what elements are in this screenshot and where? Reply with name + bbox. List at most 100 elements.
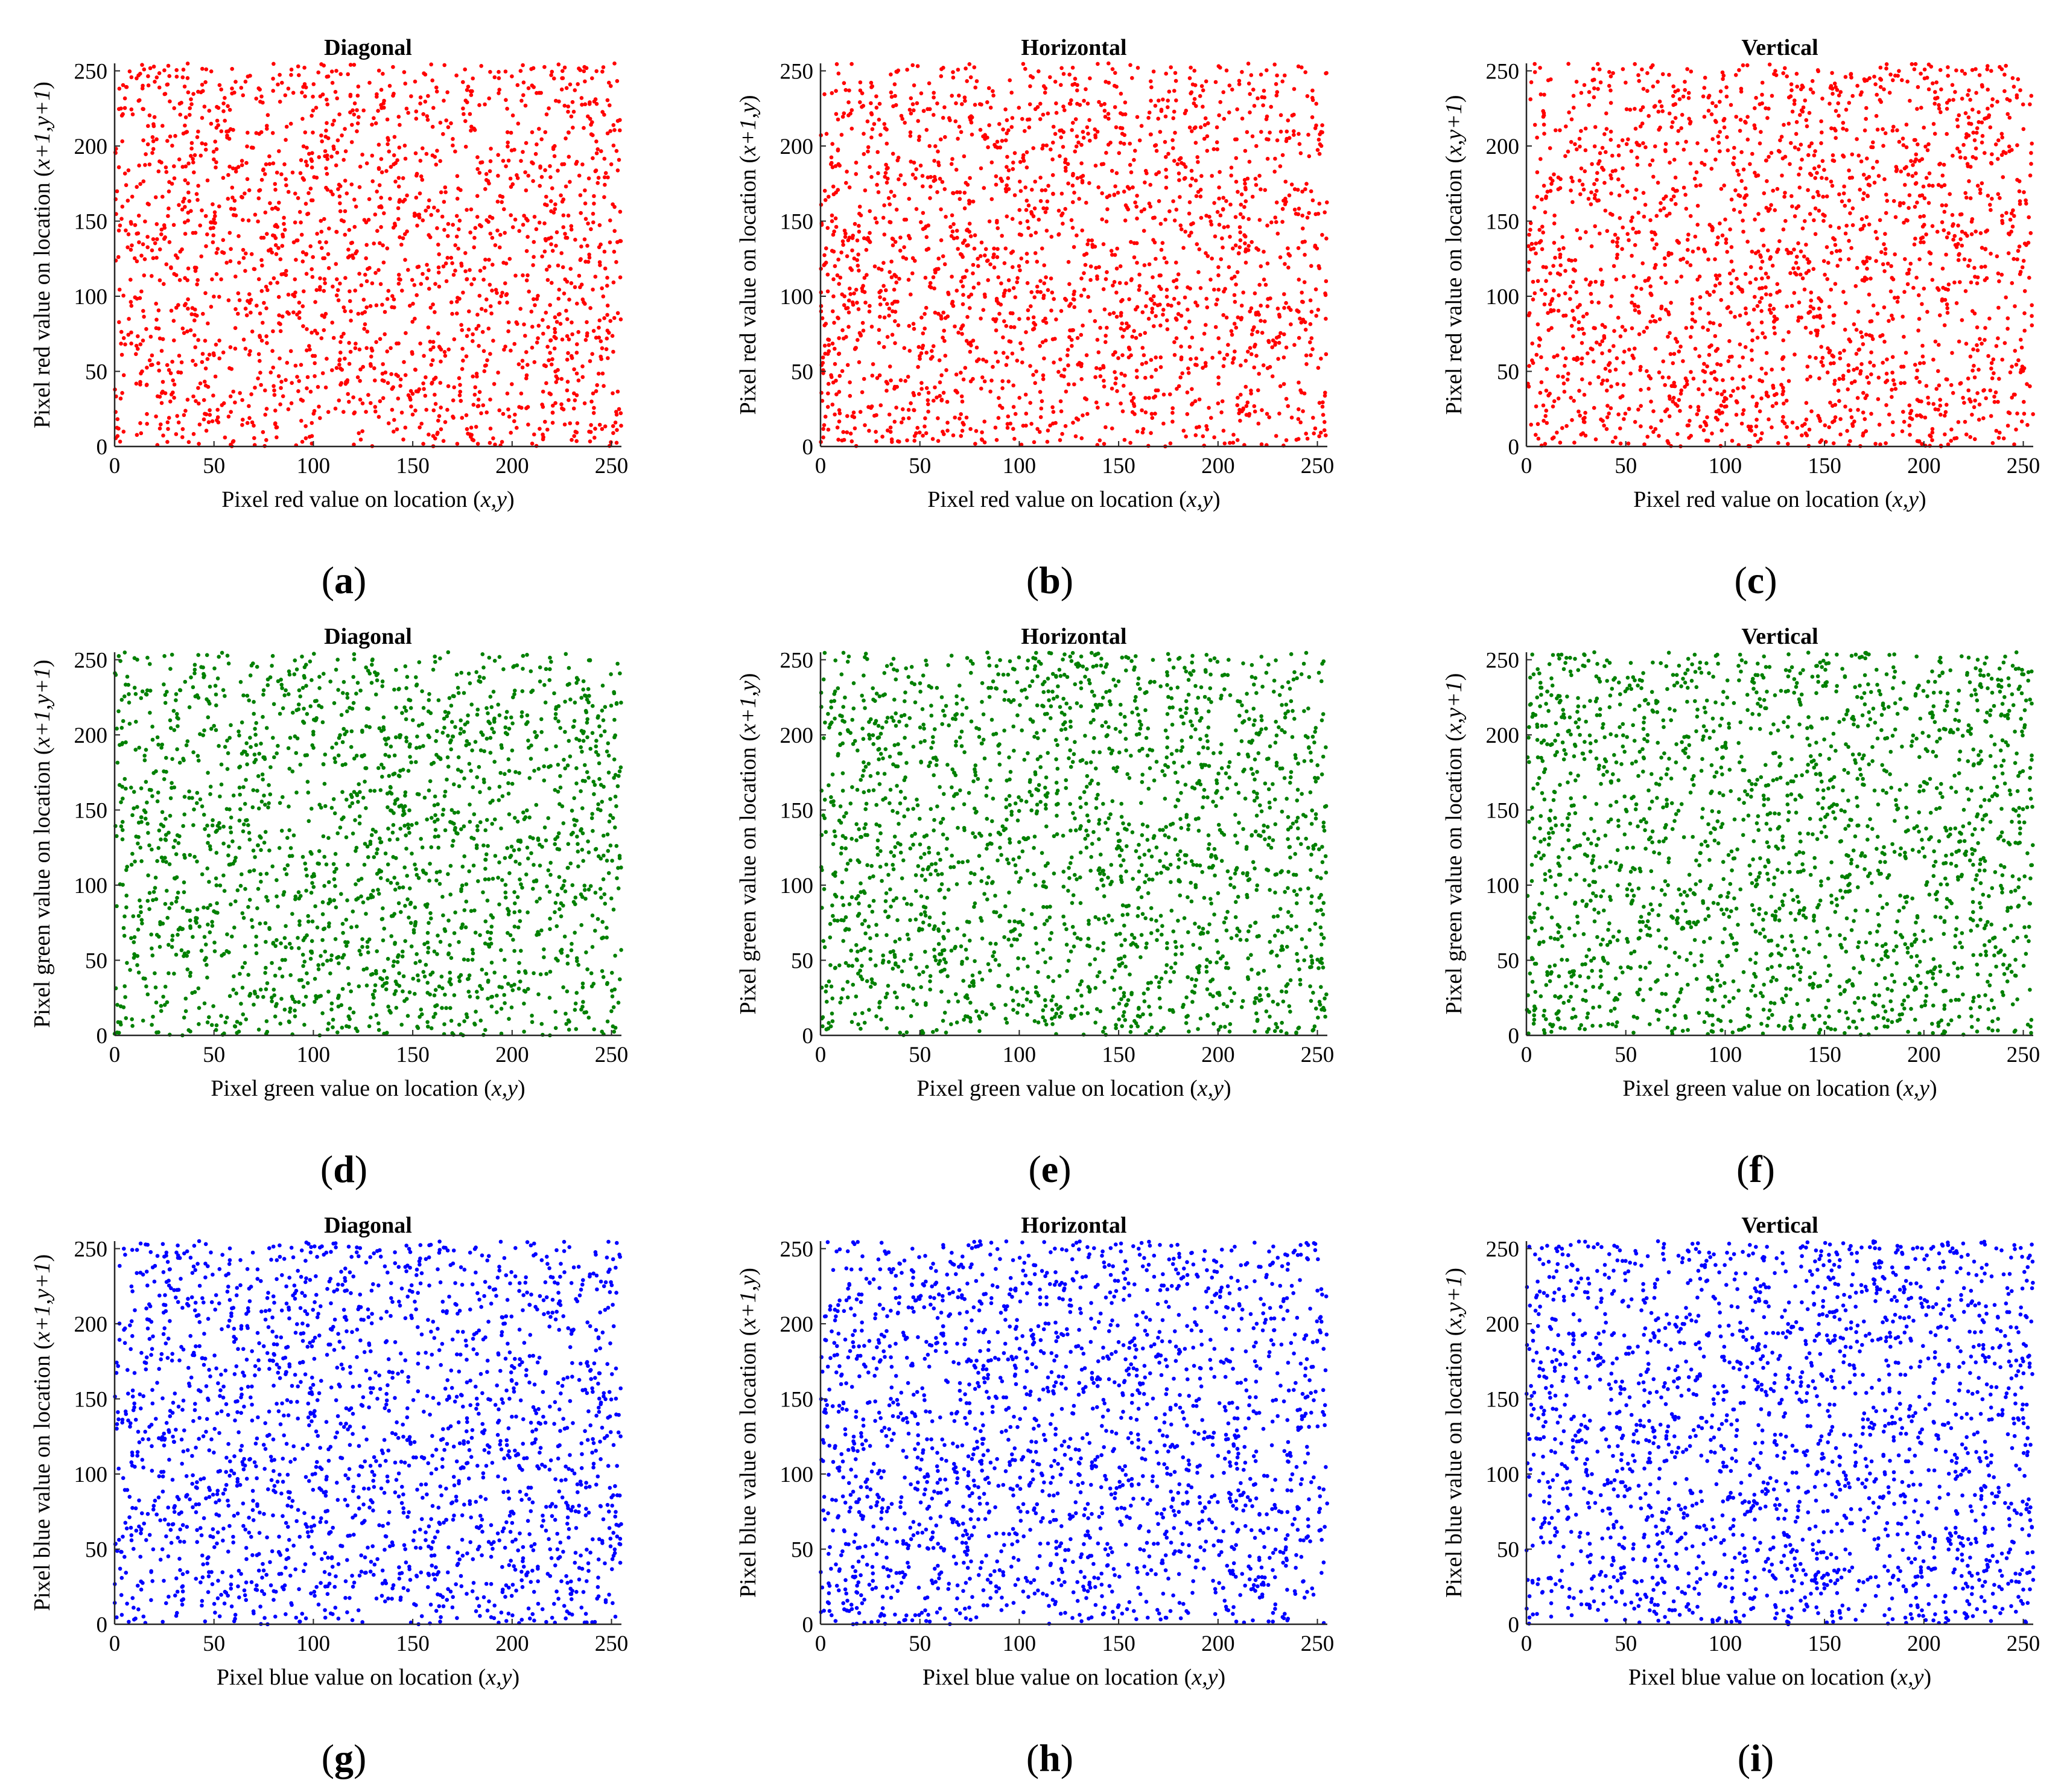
scatter-point bbox=[253, 386, 257, 390]
scatter-point bbox=[261, 100, 265, 105]
scatter-point bbox=[593, 169, 598, 174]
scatter-point bbox=[1216, 381, 1221, 386]
scatter-point bbox=[1701, 325, 1705, 329]
scatter-point bbox=[953, 119, 958, 124]
scatter-point bbox=[1297, 142, 1302, 146]
scatter-point bbox=[1891, 78, 1895, 83]
scatter-point bbox=[229, 410, 233, 414]
scatter-point bbox=[1119, 92, 1123, 96]
scatter-point bbox=[618, 128, 622, 133]
scatter-point bbox=[923, 276, 928, 280]
scatter-point bbox=[1167, 209, 1172, 214]
scatter-point bbox=[1241, 215, 1245, 220]
scatter-point bbox=[1064, 389, 1069, 394]
scatter-point bbox=[1218, 170, 1222, 174]
scatter-point bbox=[976, 256, 980, 261]
scatter-point bbox=[341, 410, 346, 414]
y-tick-label: 50 bbox=[791, 360, 813, 384]
scatter-point bbox=[1308, 340, 1312, 345]
scatter-point bbox=[142, 273, 147, 278]
scatter-point bbox=[1176, 272, 1181, 277]
scatter-point bbox=[506, 140, 510, 145]
scatter-point bbox=[1049, 276, 1053, 281]
scatter-point bbox=[1881, 360, 1885, 365]
scatter-point bbox=[825, 272, 830, 277]
scatter-point bbox=[231, 389, 236, 394]
scatter-point bbox=[543, 168, 547, 173]
scatter-point bbox=[210, 277, 214, 282]
scatter-point bbox=[606, 356, 610, 360]
scatter-point bbox=[891, 243, 895, 247]
scatter-point bbox=[1260, 408, 1264, 412]
scatter-point bbox=[294, 258, 298, 262]
scatter-point bbox=[1705, 415, 1709, 419]
scatter-point bbox=[1854, 328, 1859, 332]
scatter-point bbox=[960, 332, 964, 336]
scatter-point bbox=[1081, 413, 1085, 418]
scatter-point bbox=[1110, 168, 1114, 173]
scatter-point bbox=[866, 236, 870, 240]
scatter-point bbox=[888, 202, 892, 207]
scatter-point bbox=[561, 225, 565, 229]
scatter-point bbox=[1281, 355, 1286, 360]
y-tick-label: 250 bbox=[780, 59, 814, 84]
scatter-point bbox=[134, 352, 138, 357]
scatter-point bbox=[116, 228, 121, 233]
scatter-point bbox=[1284, 129, 1289, 134]
scatter-point bbox=[1289, 308, 1293, 312]
scatter-point bbox=[230, 195, 235, 200]
scatter-point bbox=[1126, 345, 1131, 350]
scatter-point bbox=[326, 136, 331, 141]
scatter-point bbox=[1190, 176, 1195, 181]
scatter-point bbox=[1633, 127, 1638, 131]
scatter-point bbox=[1319, 430, 1323, 435]
scatter-point bbox=[553, 401, 557, 405]
scatter-point bbox=[1035, 259, 1040, 264]
scatter-point bbox=[996, 416, 1001, 420]
scatter-point bbox=[1926, 201, 1931, 205]
scatter-point bbox=[605, 98, 610, 103]
scatter-point bbox=[1615, 356, 1619, 360]
scatter-point bbox=[191, 394, 195, 399]
scatter-point bbox=[1862, 78, 1867, 83]
scatter-point bbox=[437, 414, 442, 418]
scatter-point bbox=[211, 240, 215, 244]
scatter-point bbox=[2018, 88, 2022, 92]
scatter-point bbox=[1059, 309, 1064, 313]
scatter-point bbox=[271, 161, 276, 165]
scatter-point bbox=[1000, 139, 1005, 143]
scatter-point bbox=[552, 346, 557, 351]
scatter-point bbox=[1249, 73, 1254, 77]
scatter-point bbox=[538, 164, 542, 169]
scatter-point bbox=[2001, 175, 2005, 179]
scatter-point bbox=[2022, 311, 2027, 316]
scatter-point bbox=[376, 109, 380, 113]
scatter-point bbox=[1671, 396, 1676, 400]
scatter-point bbox=[1292, 133, 1296, 137]
scatter-point bbox=[980, 430, 984, 434]
scatter-point bbox=[199, 254, 204, 259]
scatter-point bbox=[973, 85, 977, 90]
scatter-point bbox=[419, 282, 424, 286]
scatter-point bbox=[1969, 232, 1974, 237]
scatter-point bbox=[825, 289, 830, 294]
scatter-point bbox=[1144, 360, 1148, 365]
scatter-point bbox=[1045, 199, 1050, 204]
scatter-point bbox=[402, 197, 407, 202]
scatter-point bbox=[932, 179, 936, 183]
scatter-point bbox=[1218, 350, 1222, 355]
scatter-point bbox=[417, 387, 422, 392]
scatter-point bbox=[1608, 88, 1613, 93]
scatter-point bbox=[1668, 352, 1673, 357]
scatter-point bbox=[270, 131, 275, 135]
scatter-point bbox=[1636, 304, 1640, 309]
x-axis-label: Pixel red value on location (x,y) bbox=[221, 487, 514, 512]
scatter-point bbox=[372, 366, 376, 370]
scatter-point bbox=[370, 348, 375, 353]
scatter-point bbox=[186, 190, 191, 195]
scatter-point bbox=[1531, 297, 1535, 302]
scatter-point bbox=[2025, 423, 2030, 427]
scatter-point bbox=[1075, 335, 1080, 340]
scatter-point bbox=[1114, 290, 1119, 295]
scatter-point bbox=[443, 354, 448, 358]
